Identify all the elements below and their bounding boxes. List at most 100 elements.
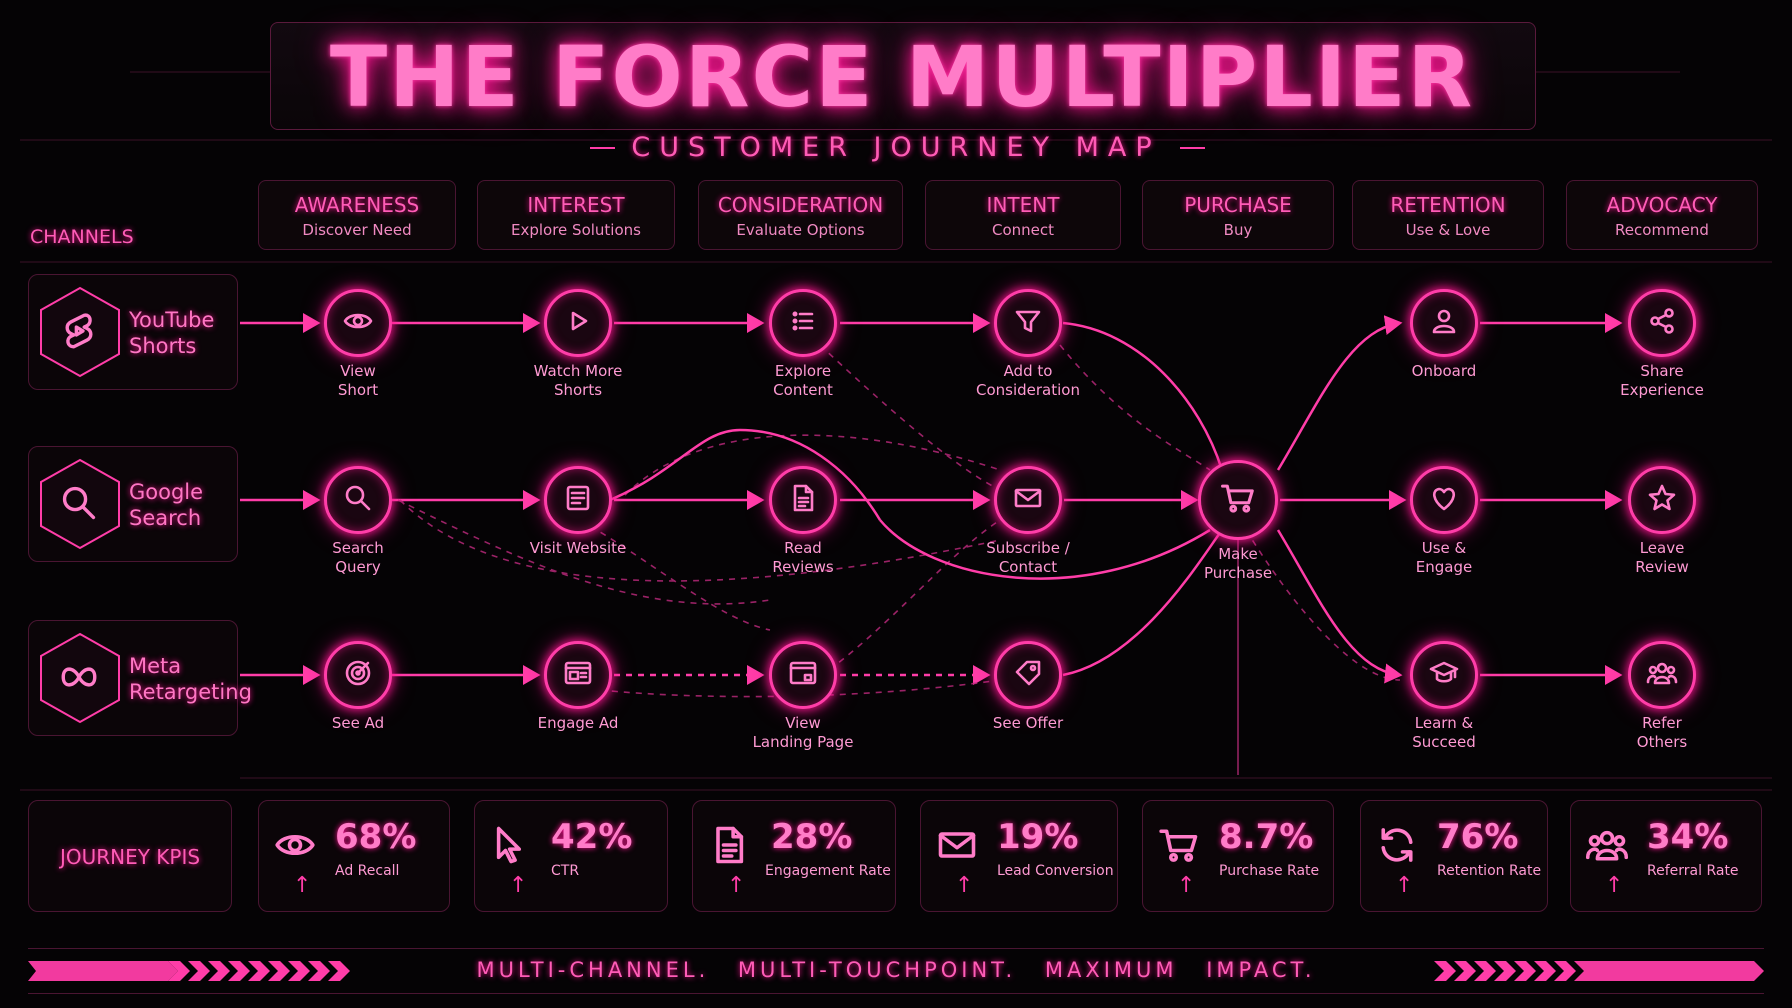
footer-chevrons bbox=[28, 961, 1764, 981]
channel-name: Meta Retargeting bbox=[129, 654, 252, 704]
stage-description: Use & Love bbox=[1405, 221, 1491, 239]
kpi-card: 34% Referral Rate ↑ bbox=[1570, 800, 1762, 912]
trend-up-icon: ↑ bbox=[509, 873, 528, 898]
journey-node[interactable] bbox=[1628, 466, 1696, 534]
kpi-card: 19% Lead Conversion ↑ bbox=[920, 800, 1118, 912]
target-icon bbox=[342, 657, 374, 693]
stage-name: INTEREST bbox=[527, 193, 625, 217]
kpi-value: 34% bbox=[1647, 817, 1729, 857]
play-icon bbox=[562, 305, 594, 341]
footer-tagline: MULTI-CHANNEL. MULTI-TOUCHPOINT. MAXIMUM… bbox=[476, 958, 1316, 982]
stage-name: ADVOCACY bbox=[1606, 193, 1718, 217]
journey-node[interactable] bbox=[324, 466, 392, 534]
kpi-card: 76% Retention Rate ↑ bbox=[1360, 800, 1548, 912]
trend-up-icon: ↑ bbox=[955, 873, 974, 898]
journey-node-label: Read Reviews bbox=[772, 539, 834, 576]
stage-interest: INTEREST Explore Solutions bbox=[477, 180, 675, 250]
journey-node[interactable] bbox=[1628, 641, 1696, 709]
people-icon bbox=[1585, 823, 1629, 871]
graduation-cap-icon bbox=[1428, 657, 1460, 693]
trend-up-icon: ↑ bbox=[293, 873, 312, 898]
journey-node[interactable] bbox=[544, 289, 612, 357]
kpi-label: Ad Recall bbox=[335, 863, 400, 879]
kpi-card: 68% Ad Recall ↑ bbox=[258, 800, 450, 912]
journey-node[interactable] bbox=[1628, 289, 1696, 357]
kpi-card: 28% Engagement Rate ↑ bbox=[692, 800, 896, 912]
stage-name: CONSIDERATION bbox=[717, 193, 884, 217]
star-icon bbox=[1646, 482, 1678, 518]
channel-card-2: Google Search bbox=[28, 446, 238, 562]
kpi-card: 42% CTR ↑ bbox=[474, 800, 668, 912]
stage-description: Discover Need bbox=[302, 221, 412, 239]
channel-name: YouTube Shorts bbox=[129, 308, 215, 358]
journey-node[interactable] bbox=[994, 641, 1062, 709]
list-icon bbox=[787, 305, 819, 341]
journey-node[interactable] bbox=[324, 641, 392, 709]
journey-node[interactable] bbox=[1410, 289, 1478, 357]
tag-icon bbox=[1012, 657, 1044, 693]
journey-node-label: See Offer bbox=[992, 714, 1064, 732]
channel-card-1: YouTube Shorts bbox=[28, 274, 238, 390]
stage-purchase: PURCHASE Buy bbox=[1142, 180, 1334, 250]
stage-description: Evaluate Options bbox=[736, 221, 865, 239]
journey-node-label: Visit Website bbox=[529, 539, 627, 557]
cart-icon bbox=[1219, 479, 1257, 521]
journey-node[interactable] bbox=[769, 641, 837, 709]
kpi-value: 68% bbox=[335, 817, 417, 857]
journey-node-label: Leave Review bbox=[1635, 539, 1689, 576]
journey-node-label: View Landing Page bbox=[752, 714, 854, 751]
people-icon bbox=[1646, 657, 1678, 693]
stage-retention: RETENTION Use & Love bbox=[1352, 180, 1544, 250]
stage-advocacy: ADVOCACY Recommend bbox=[1566, 180, 1758, 250]
journey-node[interactable] bbox=[324, 289, 392, 357]
footer-bar bbox=[28, 948, 1764, 994]
journey-node-label: Refer Others bbox=[1636, 714, 1688, 751]
stage-name: PURCHASE bbox=[1184, 193, 1292, 217]
stage-name: INTENT bbox=[986, 193, 1060, 217]
funnel-icon bbox=[1012, 305, 1044, 341]
share-icon bbox=[1646, 305, 1678, 341]
journey-node[interactable] bbox=[544, 466, 612, 534]
journey-node[interactable] bbox=[1410, 641, 1478, 709]
page-title: THE FORCE MULTIPLIER bbox=[329, 28, 1475, 126]
journey-node[interactable] bbox=[1198, 460, 1278, 540]
refresh-icon bbox=[1375, 823, 1419, 871]
journey-node[interactable] bbox=[544, 641, 612, 709]
stage-intent: INTENT Connect bbox=[925, 180, 1121, 250]
journey-node-label: See Ad bbox=[331, 714, 385, 732]
search-icon bbox=[58, 482, 100, 528]
journey-node[interactable] bbox=[769, 466, 837, 534]
stage-description: Explore Solutions bbox=[511, 221, 641, 239]
trend-up-icon: ↑ bbox=[727, 873, 746, 898]
stage-description: Recommend bbox=[1615, 221, 1709, 239]
kpi-value: 42% bbox=[551, 817, 633, 857]
cursor-icon bbox=[489, 823, 533, 871]
browser-icon bbox=[787, 657, 819, 693]
kpi-label: Referral Rate bbox=[1647, 863, 1739, 879]
stage-consideration: CONSIDERATION Evaluate Options bbox=[698, 180, 903, 250]
journey-node-label: View Short bbox=[337, 362, 379, 399]
kpi-label: Purchase Rate bbox=[1219, 863, 1320, 879]
journey-node[interactable] bbox=[994, 289, 1062, 357]
webpage-icon bbox=[562, 482, 594, 518]
journey-node[interactable] bbox=[994, 466, 1062, 534]
journey-node-label: Onboard bbox=[1411, 362, 1477, 380]
journey-node-label: Use & Engage bbox=[1415, 539, 1473, 576]
page-subtitle: CUSTOMER JOURNEY MAP bbox=[631, 132, 1161, 163]
trend-up-icon: ↑ bbox=[1177, 873, 1196, 898]
trend-up-icon: ↑ bbox=[1605, 873, 1624, 898]
kpis-title-card: JOURNEY KPIS bbox=[28, 800, 232, 912]
eye-icon bbox=[273, 823, 317, 871]
youtube-shorts-icon bbox=[58, 310, 100, 356]
user-icon bbox=[1428, 305, 1460, 341]
channels-label: CHANNELS bbox=[30, 226, 134, 248]
journey-node-label: Make Purchase bbox=[1203, 545, 1273, 582]
journey-node[interactable] bbox=[769, 289, 837, 357]
journey-node[interactable] bbox=[1410, 466, 1478, 534]
kpi-value: 76% bbox=[1437, 817, 1519, 857]
kpi-value: 28% bbox=[771, 817, 853, 857]
kpi-label: Lead Conversion bbox=[997, 863, 1114, 879]
kpi-value: 19% bbox=[997, 817, 1079, 857]
search-icon bbox=[342, 482, 374, 518]
